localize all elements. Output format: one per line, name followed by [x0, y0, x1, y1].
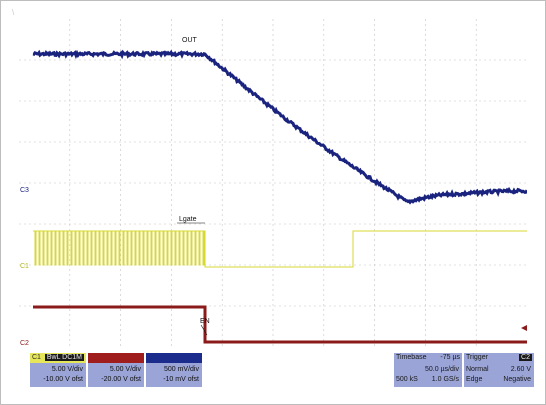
channel-3-offset: -10 mV ofst	[163, 376, 199, 383]
channel-1-offset: -10.00 V ofst	[43, 376, 83, 383]
en-pointer	[200, 324, 208, 336]
graticule	[19, 19, 527, 347]
trigger-level: 2.60 V	[510, 366, 531, 373]
channel-3-scale: 500 mV/div	[163, 366, 199, 373]
timebase-samples: 500 kS	[396, 376, 418, 383]
timebase-box[interactable]: Timebase -75 µs 50.0 µs/div 500 kS 1.0 G…	[394, 353, 462, 387]
timebase-label: Timebase	[396, 354, 427, 361]
channel-1-name: C1	[32, 354, 41, 361]
channel-1-box[interactable]: C1 BwL DC1M 5.00 V/div -10.00 V ofst	[30, 353, 86, 387]
corner-mark: \	[12, 8, 15, 17]
channel-2-box[interactable]: 5.00 V/div -20.00 V ofst	[88, 353, 144, 387]
en-trace	[33, 305, 527, 344]
status-bar: C1 BwL DC1M 5.00 V/div -10.00 V ofst 5.0…	[30, 353, 534, 387]
c2-marker: C2	[20, 340, 29, 347]
trigger-type: Edge	[466, 376, 483, 383]
trigger-source: C2	[519, 354, 532, 361]
c3-marker: C3	[20, 187, 29, 194]
out-trace	[32, 49, 527, 205]
timebase-per-div: 50.0 µs/div	[425, 366, 459, 373]
channel-1-scale: 5.00 V/div	[51, 366, 83, 373]
out-label: OUT	[182, 37, 198, 44]
c1-marker: C1	[20, 263, 29, 270]
channel-1-tags: BwL DC1M	[44, 354, 84, 361]
trigger-label: Trigger	[466, 354, 488, 361]
channel-2-scale: 5.00 V/div	[109, 366, 141, 373]
lgate-trace	[33, 230, 527, 268]
trigger-box[interactable]: Trigger C2 Normal 2.60 V Edge Negative	[464, 353, 534, 387]
lgate-label: Lgate	[179, 216, 197, 223]
en-label: EN	[200, 318, 210, 325]
trigger-level-marker	[521, 325, 527, 331]
timebase-delay: -75 µs	[440, 354, 460, 361]
trigger-mode: Normal	[466, 366, 489, 373]
channel-2-offset: -20.00 V ofst	[101, 376, 141, 383]
timebase-rate: 1.0 GS/s	[431, 376, 459, 383]
oscilloscope-screen: OUT Lgate EN C3 C1 C2	[19, 19, 527, 347]
channel-3-box[interactable]: 500 mV/div -10 mV ofst	[146, 353, 202, 387]
trigger-slope: Negative	[503, 376, 531, 383]
